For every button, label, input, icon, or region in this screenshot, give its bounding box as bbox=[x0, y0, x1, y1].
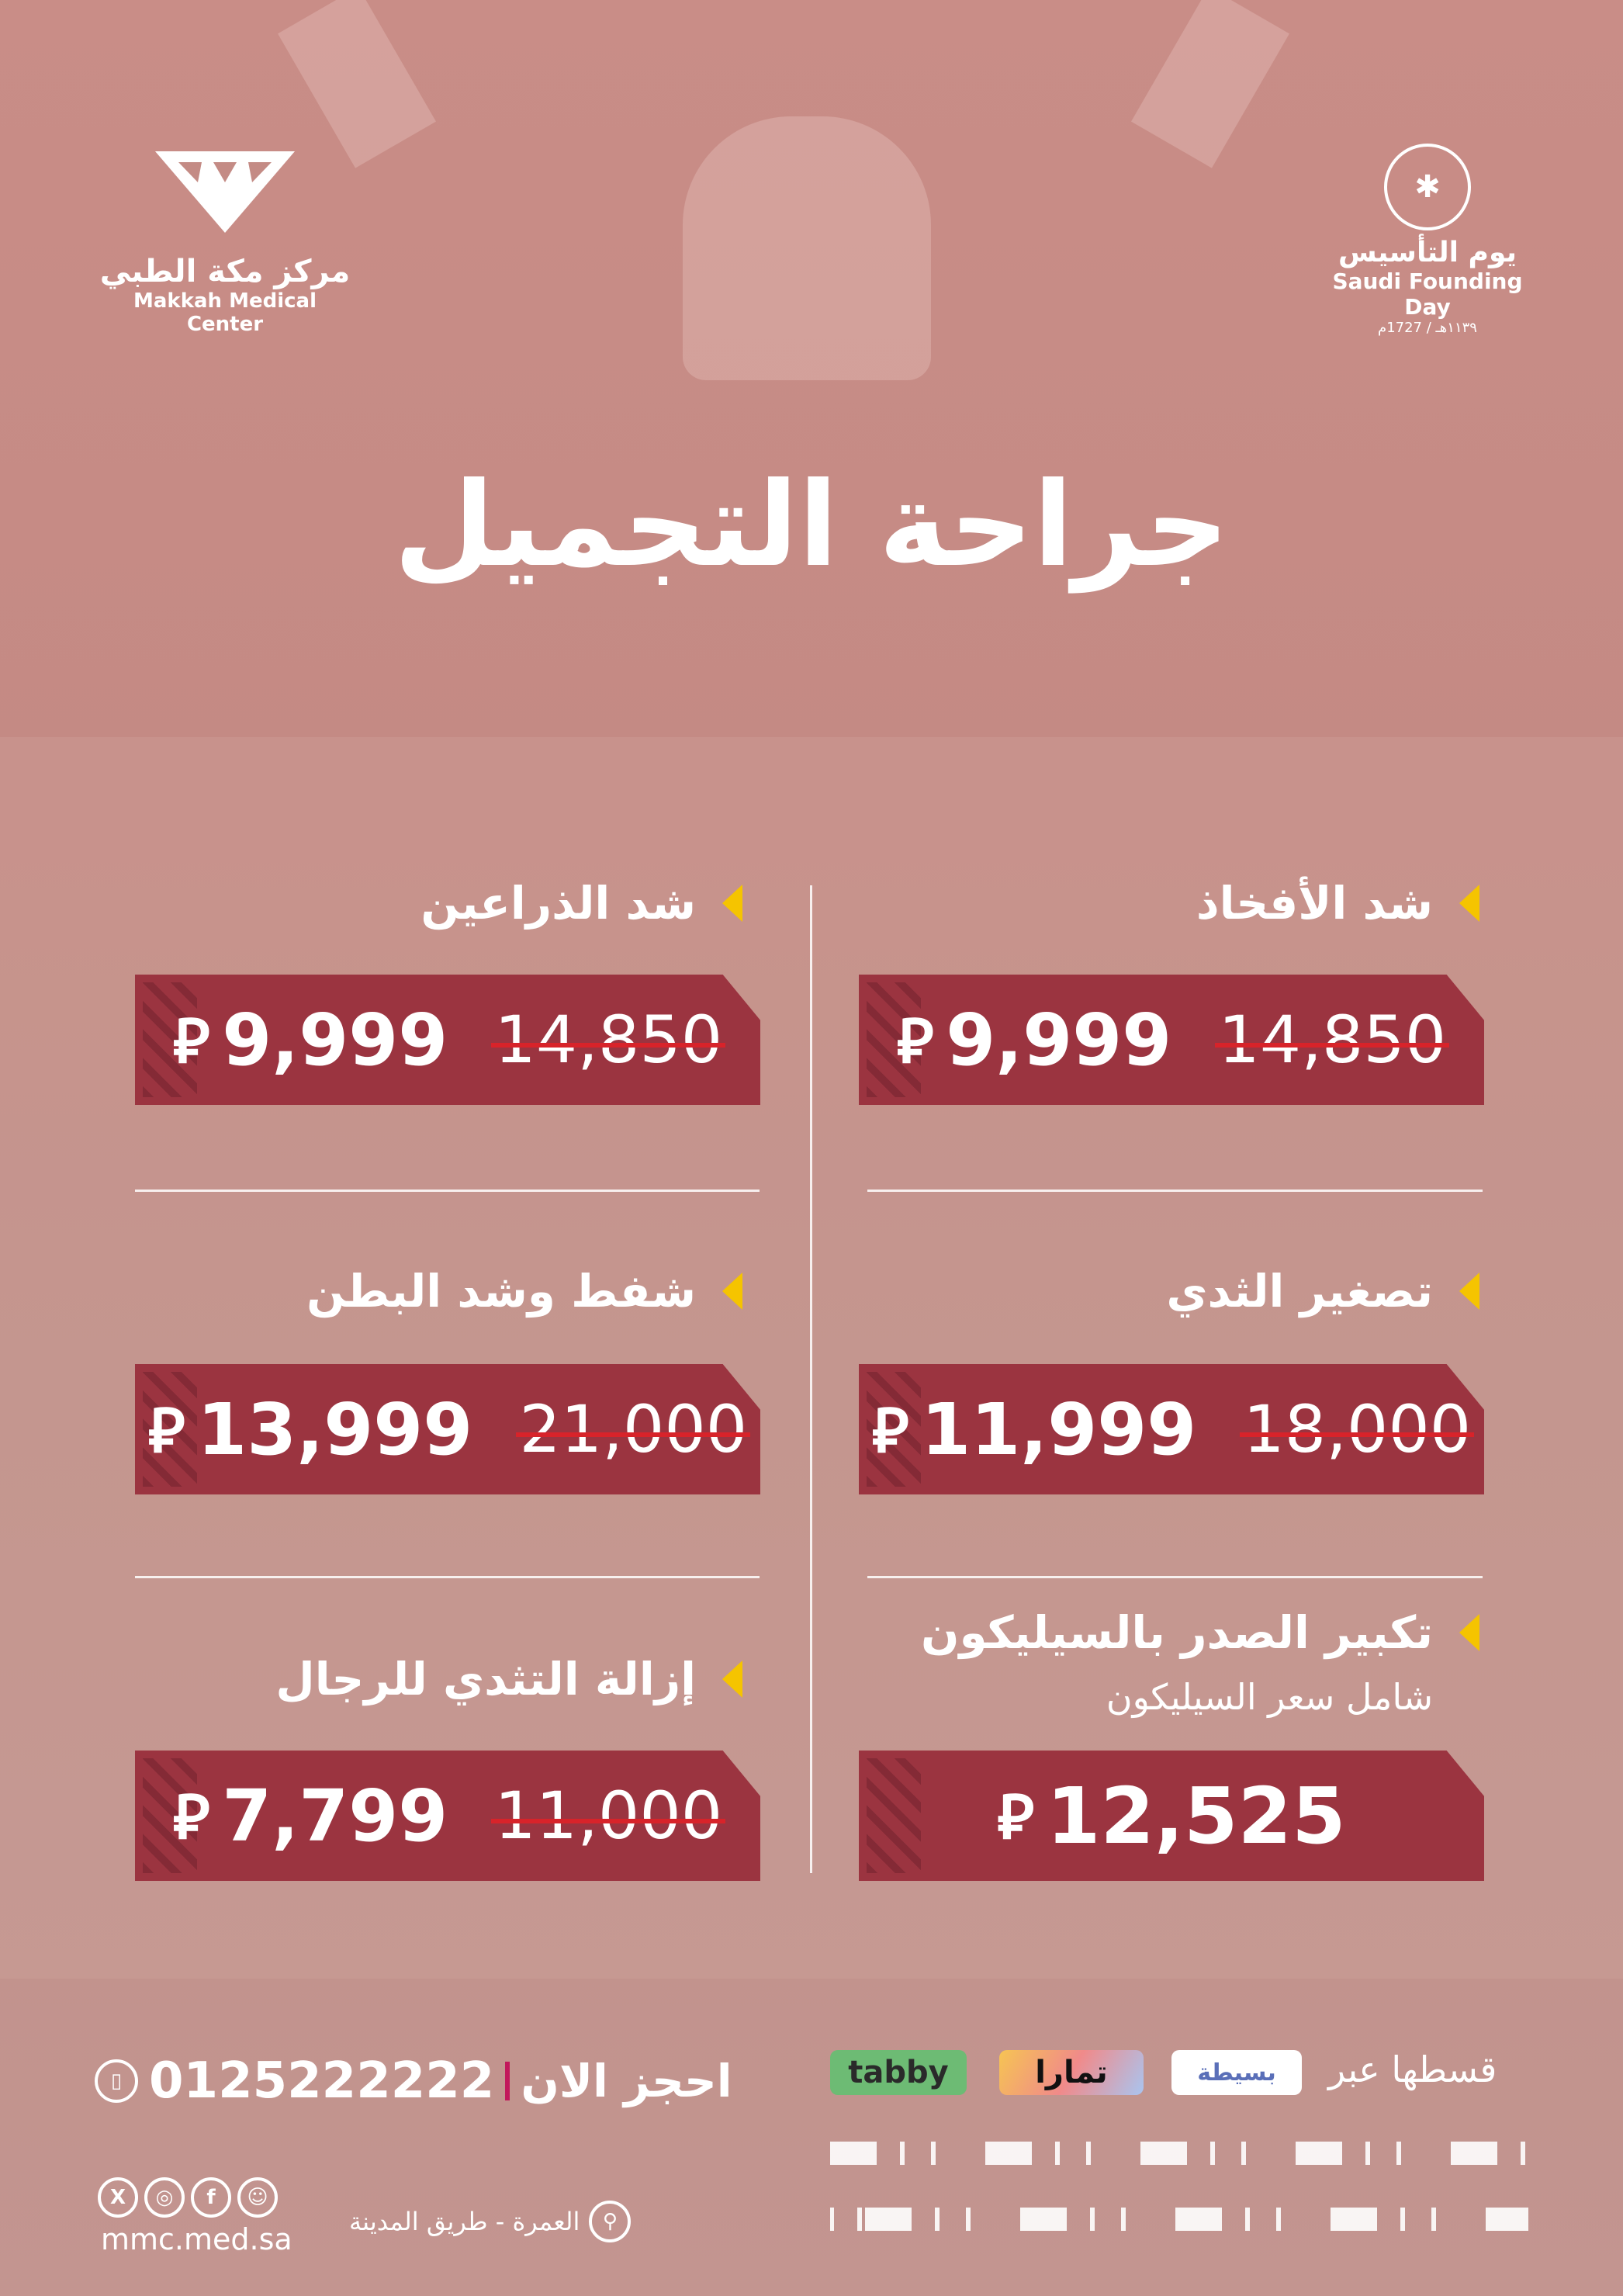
riyal-icon: ⃁ bbox=[997, 1780, 1034, 1853]
makkah-medical-center-logo: مركز مكة الطبي Makkah Medical Center bbox=[93, 151, 357, 336]
new-price: ⃁ 13,999 bbox=[148, 1388, 473, 1471]
new-price: ⃁ 11,999 bbox=[872, 1388, 1197, 1471]
new-price-value: 13,999 bbox=[197, 1387, 473, 1471]
new-price-value: 11,999 bbox=[921, 1387, 1197, 1471]
heritage-pattern-decoration bbox=[143, 982, 197, 1097]
bullet-triangle-icon bbox=[1459, 885, 1479, 922]
price-box: ⃁ 7,799 11,000 bbox=[135, 1751, 760, 1881]
website-link[interactable]: mmc.med.sa bbox=[101, 2222, 292, 2256]
heritage-pattern-decoration bbox=[867, 982, 921, 1097]
item-subtitle: شامل سعر السيليكون bbox=[1106, 1676, 1433, 1718]
tamara-logo: تمارا bbox=[999, 2050, 1144, 2095]
riyal-icon: ⃁ bbox=[896, 1004, 934, 1077]
decorative-pattern bbox=[830, 2208, 1528, 2231]
item-name: شد الأفخاذ bbox=[1196, 877, 1433, 930]
price-box: ⃁ 13,999 21,000 bbox=[135, 1364, 760, 1494]
row-divider bbox=[867, 1190, 1483, 1192]
new-price-value: 7,799 bbox=[222, 1774, 448, 1858]
decorative-arch bbox=[683, 116, 931, 380]
riyal-icon: ⃁ bbox=[172, 1780, 210, 1853]
price-box: ⃁ 12,525 bbox=[859, 1751, 1484, 1881]
phone-number[interactable]: 0125222222 bbox=[149, 2052, 495, 2110]
row-divider bbox=[135, 1190, 760, 1192]
riyal-icon: ⃁ bbox=[871, 1394, 909, 1467]
founding-day-english: Saudi Founding Day bbox=[1332, 268, 1523, 320]
heritage-pattern-decoration bbox=[867, 1372, 921, 1487]
item-title-breast-reduction: تصغير الثدي bbox=[1166, 1265, 1479, 1318]
new-price: ⃁ 9,999 bbox=[897, 999, 1172, 1082]
item-name: تكبير الصدر بالسيليكون bbox=[920, 1606, 1433, 1659]
installments-label: قسطها عبر bbox=[1328, 2048, 1497, 2090]
new-price: ⃁ 9,999 bbox=[173, 999, 448, 1082]
decorative-shape bbox=[1131, 0, 1289, 168]
new-price: ⃁ 7,799 bbox=[173, 1775, 448, 1858]
old-price: 18,000 bbox=[1240, 1391, 1475, 1467]
snapchat-icon[interactable]: ☺ bbox=[237, 2177, 278, 2218]
bullet-triangle-icon bbox=[1459, 1273, 1479, 1310]
price-box: ⃁ 11,999 18,000 bbox=[859, 1364, 1484, 1494]
bullet-triangle-icon bbox=[722, 1661, 742, 1698]
item-title-liposuction-tummy-tuck: شفط وشد البطن bbox=[306, 1265, 742, 1318]
price-box: ⃁ 9,999 14,850 bbox=[135, 975, 760, 1105]
item-title-thigh-lift: شد الأفخاذ bbox=[1196, 877, 1479, 930]
instagram-icon[interactable]: ◎ bbox=[144, 2177, 185, 2218]
tabby-logo: tabby bbox=[830, 2050, 967, 2095]
new-price-value: 12,525 bbox=[1046, 1770, 1346, 1861]
row-divider bbox=[867, 1576, 1483, 1578]
new-price-value: 9,999 bbox=[222, 998, 448, 1082]
location: العمرة - طريق المدينة ⚲ bbox=[349, 2201, 632, 2242]
logo-arabic-name: مركز مكة الطبي bbox=[99, 254, 351, 289]
item-title-gynecomastia-removal: إزالة التثدي للرجال bbox=[275, 1653, 742, 1706]
item-name: شد الذراعين bbox=[420, 877, 696, 930]
old-price: 14,850 bbox=[1215, 1002, 1450, 1078]
logo-english-name: Makkah Medical Center bbox=[133, 289, 317, 336]
riyal-icon: ⃁ bbox=[172, 1004, 210, 1077]
social-icons: X ◎ f ☺ bbox=[98, 2177, 278, 2218]
x-icon[interactable]: X bbox=[98, 2177, 138, 2218]
item-name: إزالة التثدي للرجال bbox=[275, 1653, 696, 1706]
new-price: ⃁ 12,525 bbox=[997, 1771, 1345, 1861]
row-divider bbox=[135, 1576, 760, 1578]
facebook-icon[interactable]: f bbox=[191, 2177, 231, 2218]
item-name: شفط وشد البطن bbox=[306, 1265, 696, 1318]
price-box: ⃁ 9,999 14,850 bbox=[859, 975, 1484, 1105]
bullet-triangle-icon bbox=[722, 885, 742, 922]
location-pin-icon: ⚲ bbox=[589, 2201, 632, 2242]
old-price: 21,000 bbox=[516, 1391, 751, 1467]
heritage-pattern-decoration bbox=[867, 1758, 921, 1873]
decorative-pattern bbox=[830, 2142, 1528, 2165]
bullet-triangle-icon bbox=[722, 1273, 742, 1310]
decorative-shape bbox=[278, 0, 436, 168]
saudi-founding-day-logo: ✱ يوم التأسيس Saudi Founding Day ١١٣٩هـ … bbox=[1311, 144, 1544, 336]
book-now-label: احجز الان bbox=[521, 2055, 732, 2107]
old-price: 11,000 bbox=[491, 1778, 726, 1854]
founding-day-emblem-icon: ✱ bbox=[1384, 144, 1471, 230]
heritage-pattern-decoration bbox=[143, 1372, 197, 1487]
phone-icon: ▯ bbox=[95, 2059, 138, 2103]
item-name: تصغير الثدي bbox=[1166, 1265, 1433, 1318]
founding-day-arabic: يوم التأسيس bbox=[1338, 237, 1517, 268]
separator bbox=[505, 2062, 510, 2100]
page-title: جراحة التجميل bbox=[393, 458, 1230, 593]
new-price-value: 9,999 bbox=[946, 998, 1172, 1082]
basita-logo: بسيطة bbox=[1171, 2050, 1302, 2095]
founding-day-dates: ١١٣٩هـ / 1727م bbox=[1378, 320, 1477, 336]
bullet-triangle-icon bbox=[1459, 1614, 1479, 1651]
item-title-breast-augmentation: تكبير الصدر بالسيليكون bbox=[921, 1606, 1479, 1659]
column-divider bbox=[810, 885, 812, 1873]
booking-line[interactable]: ▯ 0125222222 احجز الان bbox=[95, 2052, 732, 2110]
heritage-pattern-decoration bbox=[143, 1758, 197, 1873]
item-title-arm-lift: شد الذراعين bbox=[420, 877, 742, 930]
location-text: العمرة - طريق المدينة bbox=[349, 2207, 580, 2236]
mmc-logo-icon bbox=[155, 151, 295, 233]
riyal-icon: ⃁ bbox=[147, 1394, 185, 1467]
old-price: 14,850 bbox=[491, 1002, 726, 1078]
